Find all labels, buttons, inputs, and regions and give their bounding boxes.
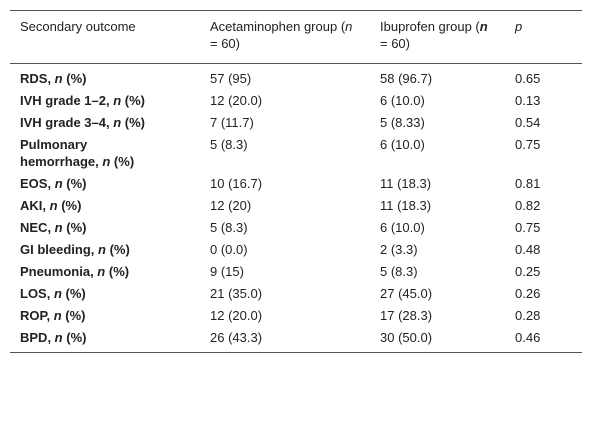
cell: 6 (10.0) <box>380 220 425 235</box>
cell: 0.46 <box>515 330 541 345</box>
row-label: Pulmonary hemorrhage, n (%) <box>20 137 135 169</box>
cell: 0.54 <box>515 115 541 130</box>
row-label: AKI, n (%) <box>20 198 82 213</box>
cell: 17 (28.3) <box>380 308 433 323</box>
cell: 0 (0.0) <box>210 242 248 257</box>
cell: 0.48 <box>515 242 541 257</box>
cell: 5 (8.33) <box>380 115 425 130</box>
table-row: LOS, n (%) 21 (35.0) 27 (45.0) 0.26 <box>10 282 582 304</box>
row-label: EOS, n (%) <box>20 176 87 191</box>
cell: 0.75 <box>515 137 541 152</box>
cell: 5 (8.3) <box>380 264 418 279</box>
cell: 12 (20.0) <box>210 308 263 323</box>
cell: 5 (8.3) <box>210 220 248 235</box>
row-label: IVH grade 1–2, n (%) <box>20 93 146 108</box>
cell: 6 (10.0) <box>380 93 425 108</box>
row-label: IVH grade 3–4, n (%) <box>20 115 146 130</box>
cell: 6 (10.0) <box>380 137 425 152</box>
table-row: Pneumonia, n (%) 9 (15) 5 (8.3) 0.25 <box>10 260 582 282</box>
cell: 0.28 <box>515 308 541 323</box>
header-row: Secondary outcome Acetaminophen group (n … <box>10 10 582 64</box>
table-row: EOS, n (%) 10 (16.7) 11 (18.3) 0.81 <box>10 172 582 194</box>
column-header: p <box>515 19 523 34</box>
cell: 9 (15) <box>210 264 244 279</box>
cell: 0.26 <box>515 286 541 301</box>
cell: 21 (35.0) <box>210 286 263 301</box>
cell: 0.82 <box>515 198 541 213</box>
table-row: ROP, n (%) 12 (20.0) 17 (28.3) 0.28 <box>10 304 582 326</box>
row-label: GI bleeding, n (%) <box>20 242 130 257</box>
row-label: LOS, n (%) <box>20 286 86 301</box>
row-label: ROP, n (%) <box>20 308 86 323</box>
cell: 27 (45.0) <box>380 286 433 301</box>
column-header: Secondary outcome <box>20 19 136 34</box>
cell: 0.13 <box>515 93 541 108</box>
cell: 11 (18.3) <box>380 176 432 191</box>
cell: 11 (18.3) <box>380 198 432 213</box>
cell: 12 (20.0) <box>210 93 263 108</box>
row-label: Pneumonia, n (%) <box>20 264 130 279</box>
table-row: IVH grade 3–4, n (%) 7 (11.7) 5 (8.33) 0.54 <box>10 111 582 133</box>
column-header: Ibuprofen group (n = 60) <box>380 19 488 51</box>
cell: 12 (20) <box>210 198 252 213</box>
cell: 0.65 <box>515 71 541 86</box>
cell: 5 (8.3) <box>210 137 248 152</box>
cell: 30 (50.0) <box>380 330 433 345</box>
cell: 57 (95) <box>210 71 252 86</box>
table-row: AKI, n (%) 12 (20) 11 (18.3) 0.82 <box>10 194 582 216</box>
cell: 2 (3.3) <box>380 242 418 257</box>
cell: 7 (11.7) <box>210 115 254 130</box>
table-row: IVH grade 1–2, n (%) 12 (20.0) 6 (10.0) 0.1… <box>10 89 582 111</box>
row-label: RDS, n (%) <box>20 71 87 86</box>
cell: 0.81 <box>515 176 541 191</box>
cell: 58 (96.7) <box>380 71 433 86</box>
table-row: Pulmonary hemorrhage, n (%) 5 (8.3) 6 (10.… <box>10 133 582 172</box>
outcome-table: Secondary outcome Acetaminophen group (n … <box>10 10 582 353</box>
cell: 0.25 <box>515 264 541 279</box>
row-label: BPD, n (%) <box>20 330 87 345</box>
cell: 10 (16.7) <box>210 176 263 191</box>
column-header: Acetaminophen group (n = 60) <box>210 19 353 51</box>
table-row: RDS, n (%) 57 (95) 58 (96.7) 0.65 <box>10 64 582 90</box>
row-label: NEC, n (%) <box>20 220 87 235</box>
table-row: BPD, n (%) 26 (43.3) 30 (50.0) 0.46 <box>10 326 582 353</box>
cell: 26 (43.3) <box>210 330 263 345</box>
table-row: GI bleeding, n (%) 0 (0.0) 2 (3.3) 0.48 <box>10 238 582 260</box>
table-row: NEC, n (%) 5 (8.3) 6 (10.0) 0.75 <box>10 216 582 238</box>
cell: 0.75 <box>515 220 541 235</box>
